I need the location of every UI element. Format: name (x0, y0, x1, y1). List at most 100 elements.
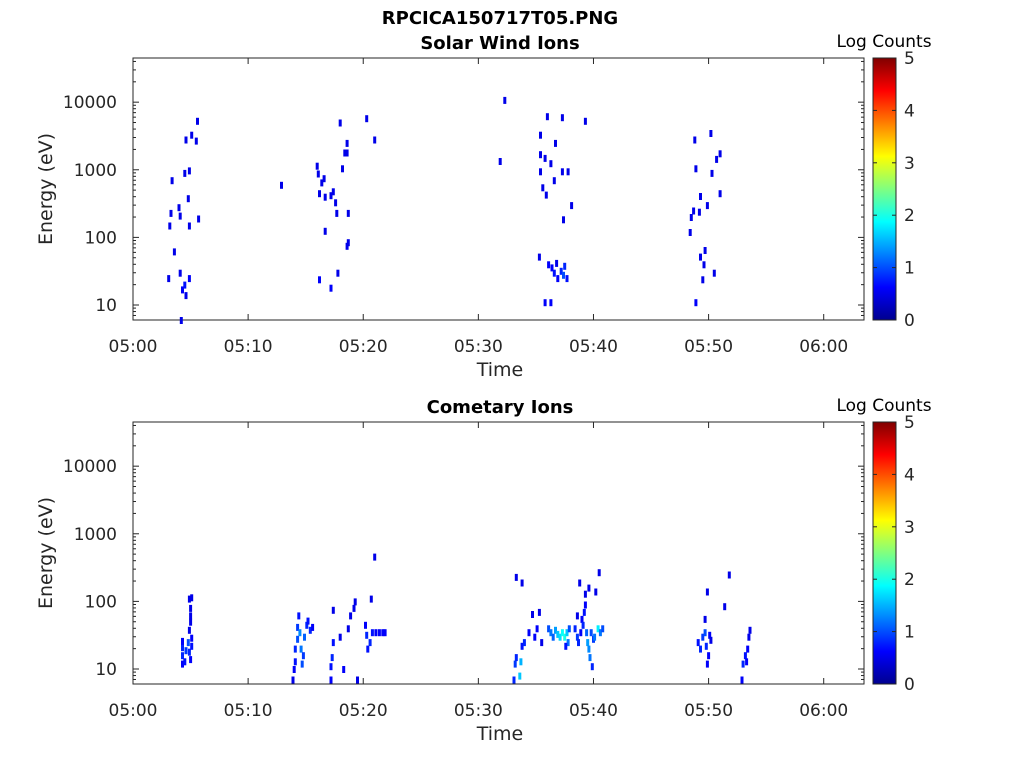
heatmap-cell (518, 672, 522, 680)
heatmap-cell (575, 633, 579, 641)
heatmap-cell (169, 209, 173, 217)
heatmap-cell (167, 275, 171, 283)
heatmap-cell (520, 579, 524, 587)
heatmap-cell (323, 193, 327, 201)
heatmap-cell (573, 625, 577, 633)
heatmap-cell (727, 571, 731, 579)
heatmap-cell (556, 275, 560, 283)
heatmap-cell (184, 292, 188, 300)
x-tick-label: 05:30 (454, 701, 503, 721)
heatmap-cell (597, 569, 601, 577)
heatmap-cell (562, 216, 565, 224)
heatmap-cell (364, 621, 367, 629)
heatmap-cell (741, 660, 745, 668)
colorbar-tick-label: 4 (904, 465, 915, 485)
heatmap-cell (582, 608, 586, 616)
x-tick-label: 05:20 (339, 701, 388, 721)
y-axis-label: Energy (eV) (35, 133, 57, 245)
colorbar-tick-label: 2 (904, 570, 915, 590)
heatmap-cell (342, 666, 346, 673)
heatmap-cell (300, 660, 304, 668)
heatmap-cell (535, 625, 539, 633)
heatmap-cell (715, 155, 719, 163)
heatmap-cell (745, 658, 749, 666)
heatmap-cell (539, 168, 542, 176)
x-axis-label: Time (476, 723, 524, 745)
heatmap-cell (190, 131, 194, 139)
heatmap-cell (308, 626, 312, 634)
heatmap-cell (712, 269, 716, 277)
heatmap-cell (181, 660, 184, 668)
heatmap-cell (547, 261, 551, 269)
heatmap-cell (589, 629, 593, 637)
heatmap-cell (703, 615, 707, 623)
colorbar-tick-label: 5 (904, 49, 915, 69)
heatmap-cell (547, 625, 551, 633)
heatmap-cell (531, 611, 534, 618)
heatmap-cell (718, 190, 722, 198)
y-tick-label: 100 (85, 228, 117, 248)
heatmap-cell (552, 269, 556, 277)
x-ticks: 05:00 05:10 05:20 05:30 05:40 05:50 06:00 (109, 58, 848, 357)
heatmap-cell (346, 209, 350, 217)
heatmap-cell (570, 202, 574, 210)
heatmap-cell (692, 207, 696, 215)
heatmap-cell (346, 239, 350, 247)
heatmap-cell (383, 629, 387, 637)
heatmap-cell (702, 261, 706, 269)
heatmap-cell (377, 629, 381, 637)
heatmap-cell (697, 208, 701, 216)
colorbar-tick-label: 4 (904, 101, 915, 121)
heatmap-cell (519, 658, 523, 666)
heatmap-cell (183, 169, 187, 177)
plot-area (132, 421, 865, 685)
heatmap-cell (194, 137, 198, 145)
heatmap-cell (514, 573, 518, 581)
heatmap-cell (374, 629, 378, 637)
heatmap-cell (587, 645, 591, 653)
heatmap-cell (329, 192, 333, 200)
heatmap-cell (560, 114, 564, 122)
heatmap-cell (580, 615, 584, 623)
heatmap-cell (187, 595, 191, 603)
heatmap-cell (585, 629, 589, 637)
heatmap-cell (181, 286, 184, 294)
heatmap-cell (689, 214, 693, 221)
heatmap-cell (291, 676, 295, 684)
heatmap-cell (703, 629, 707, 637)
heatmap-cell (709, 130, 713, 137)
heatmap-cell (331, 606, 335, 614)
heatmap-cell (545, 113, 549, 121)
x-tick-label: 05:30 (454, 337, 503, 357)
heatmap-cell (583, 590, 587, 598)
heatmap-cell (593, 633, 597, 641)
heatmap-cell (565, 275, 569, 283)
heatmap-cell (563, 633, 567, 641)
heatmap-cell (543, 154, 547, 162)
heatmap-cell (297, 612, 301, 620)
colorbar-label: Log Counts (836, 32, 931, 52)
heatmap-cell (596, 625, 600, 633)
heatmap-cells (181, 553, 752, 684)
heatmap-cell (566, 639, 570, 647)
heatmap-cell (514, 654, 518, 662)
heatmap-cell (172, 248, 176, 256)
heatmap-cell (190, 594, 194, 602)
heatmap-cell (583, 601, 587, 609)
x-tick-label: 05:00 (109, 337, 158, 357)
heatmap-cell (331, 639, 335, 647)
heatmap-cell (381, 629, 385, 637)
colorbar-tick-label: 1 (904, 623, 915, 643)
heatmap-cell (567, 625, 571, 633)
heatmap-cell (705, 660, 709, 668)
heatmap-cell (703, 247, 707, 254)
heatmap-cell (537, 253, 541, 261)
heatmap-cell (747, 633, 751, 641)
colorbar-label: Log Counts (836, 396, 931, 416)
heatmap-cell (315, 162, 319, 170)
heatmap-cell (303, 633, 306, 641)
figure-title: RPCICA150717T05.PNG (382, 8, 618, 29)
y-tick-label: 10 (95, 660, 117, 680)
panel-title: Cometary Ions (427, 397, 574, 418)
y-tick-label: 10000 (63, 93, 117, 113)
